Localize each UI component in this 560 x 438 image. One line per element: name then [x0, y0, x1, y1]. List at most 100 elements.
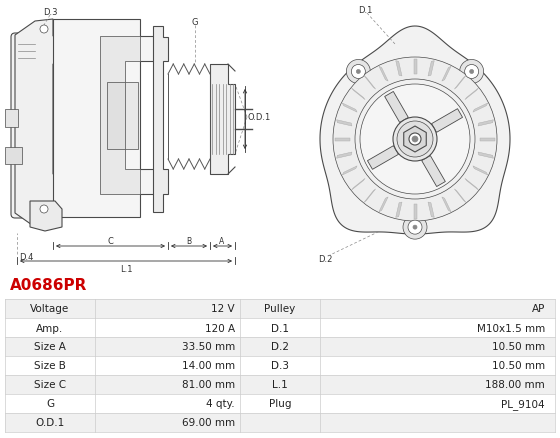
- Polygon shape: [320, 27, 510, 234]
- Polygon shape: [396, 61, 402, 77]
- Text: Voltage: Voltage: [30, 304, 69, 314]
- Polygon shape: [352, 89, 365, 100]
- Polygon shape: [5, 110, 18, 128]
- Circle shape: [360, 85, 470, 194]
- Polygon shape: [100, 37, 140, 194]
- Circle shape: [355, 80, 475, 200]
- Text: O.D.1: O.D.1: [248, 113, 271, 122]
- Polygon shape: [465, 179, 478, 191]
- Polygon shape: [5, 148, 22, 165]
- Polygon shape: [153, 27, 168, 212]
- Polygon shape: [379, 198, 388, 212]
- Text: D.2: D.2: [271, 342, 289, 352]
- Polygon shape: [478, 120, 493, 127]
- Polygon shape: [30, 201, 62, 231]
- Circle shape: [346, 60, 370, 84]
- Text: D.3: D.3: [43, 7, 57, 17]
- Text: Pulley: Pulley: [264, 304, 296, 314]
- Text: L.1: L.1: [272, 380, 288, 390]
- Polygon shape: [352, 179, 365, 191]
- Text: D.4: D.4: [19, 253, 33, 262]
- Circle shape: [403, 215, 427, 240]
- Text: A0686PR: A0686PR: [10, 277, 87, 292]
- Circle shape: [393, 118, 437, 162]
- Polygon shape: [428, 202, 434, 218]
- Text: Size B: Size B: [34, 360, 66, 371]
- Polygon shape: [364, 76, 376, 90]
- Text: Amp.: Amp.: [36, 323, 64, 333]
- Polygon shape: [337, 120, 352, 127]
- Bar: [5, 394, 555, 413]
- Polygon shape: [404, 127, 426, 153]
- Text: 12 V: 12 V: [211, 304, 235, 314]
- Polygon shape: [422, 156, 445, 187]
- Polygon shape: [342, 166, 357, 176]
- Bar: [5, 413, 555, 432]
- Bar: [5, 375, 555, 394]
- Polygon shape: [364, 190, 376, 203]
- Text: Size A: Size A: [34, 342, 66, 352]
- Text: 14.00 mm: 14.00 mm: [182, 360, 235, 371]
- Text: D.1: D.1: [358, 6, 372, 14]
- Polygon shape: [413, 205, 417, 219]
- Circle shape: [470, 71, 474, 74]
- Circle shape: [351, 65, 365, 79]
- Circle shape: [412, 137, 418, 143]
- Circle shape: [40, 205, 48, 213]
- Text: D.2: D.2: [318, 255, 332, 264]
- Circle shape: [333, 58, 497, 222]
- FancyBboxPatch shape: [11, 34, 27, 219]
- Text: A: A: [220, 237, 225, 246]
- Bar: [5, 299, 555, 318]
- Text: G: G: [46, 399, 54, 409]
- Polygon shape: [413, 60, 417, 75]
- Bar: [5, 337, 555, 356]
- Text: PL_9104: PL_9104: [501, 398, 545, 409]
- Text: L.1: L.1: [120, 265, 132, 274]
- Circle shape: [356, 71, 360, 74]
- Text: Plug: Plug: [269, 399, 291, 409]
- Circle shape: [409, 134, 421, 146]
- Text: 33.50 mm: 33.50 mm: [182, 342, 235, 352]
- Text: 69.00 mm: 69.00 mm: [182, 417, 235, 427]
- Bar: [5, 356, 555, 375]
- Polygon shape: [465, 89, 478, 100]
- Polygon shape: [53, 20, 155, 218]
- Text: B: B: [186, 237, 192, 246]
- Circle shape: [397, 122, 433, 158]
- Polygon shape: [480, 138, 495, 141]
- Polygon shape: [478, 153, 493, 159]
- Polygon shape: [473, 104, 488, 113]
- Circle shape: [460, 60, 484, 84]
- Polygon shape: [210, 65, 235, 175]
- Text: 10.50 mm: 10.50 mm: [492, 342, 545, 352]
- Polygon shape: [385, 92, 408, 123]
- Polygon shape: [442, 198, 451, 212]
- Polygon shape: [473, 166, 488, 176]
- Circle shape: [465, 65, 479, 79]
- Text: Size C: Size C: [34, 380, 66, 390]
- Polygon shape: [454, 190, 466, 203]
- Polygon shape: [107, 83, 125, 150]
- Text: 10.50 mm: 10.50 mm: [492, 360, 545, 371]
- Polygon shape: [396, 202, 402, 218]
- Text: 4 qty.: 4 qty.: [207, 399, 235, 409]
- Polygon shape: [442, 67, 451, 82]
- Polygon shape: [15, 20, 65, 227]
- Circle shape: [40, 26, 48, 34]
- Polygon shape: [342, 104, 357, 113]
- Text: D.3: D.3: [271, 360, 289, 371]
- Text: G: G: [192, 18, 198, 26]
- Circle shape: [408, 221, 422, 235]
- Text: M10x1.5 mm: M10x1.5 mm: [477, 323, 545, 333]
- Text: C: C: [107, 237, 113, 246]
- Polygon shape: [335, 138, 350, 141]
- Text: O.D.1: O.D.1: [35, 417, 64, 427]
- Polygon shape: [428, 61, 434, 77]
- Polygon shape: [432, 110, 463, 133]
- Text: 188.00 mm: 188.00 mm: [486, 380, 545, 390]
- Polygon shape: [379, 67, 388, 82]
- Polygon shape: [337, 153, 352, 159]
- Text: D.1: D.1: [271, 323, 289, 333]
- Polygon shape: [454, 76, 466, 90]
